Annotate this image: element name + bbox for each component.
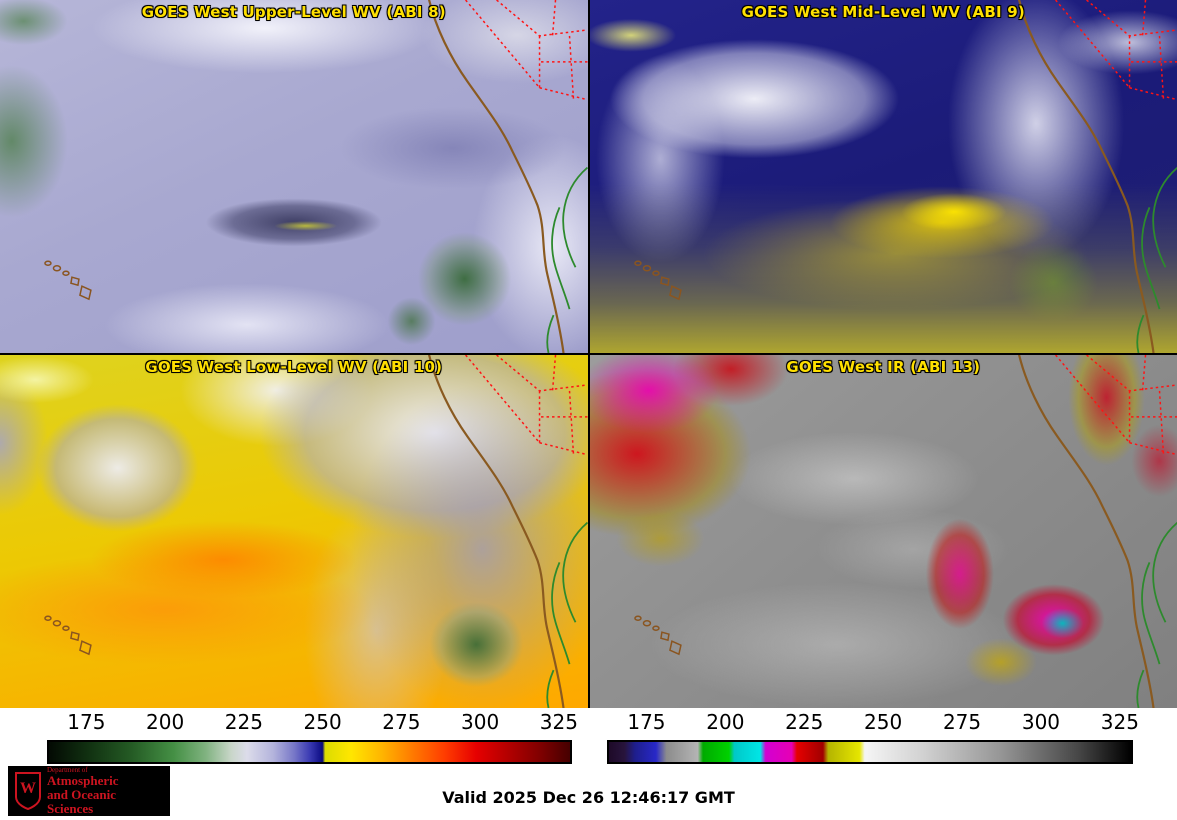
panel-title: GOES West Mid-Level WV (ABI 9) — [741, 3, 1025, 21]
tick-label: 200 — [146, 710, 185, 734]
panel-title: GOES West Low-Level WV (ABI 10) — [145, 358, 443, 376]
tick-label: 300 — [461, 710, 500, 734]
tick-label: 250 — [864, 710, 903, 734]
geo-overlay — [633, 0, 1177, 353]
colorbar-ir — [607, 740, 1133, 764]
tick-label: 225 — [224, 710, 263, 734]
tick-label: 300 — [1021, 710, 1061, 734]
logo-text: Department of Atmospheric and Oceanic Sc… — [47, 765, 164, 816]
dept-line1: Department of — [47, 765, 88, 774]
tick-label: 200 — [706, 710, 745, 734]
panel-title: GOES West Upper-Level WV (ABI 8) — [141, 3, 446, 21]
tick-label: 225 — [785, 710, 824, 734]
dept-line2: Atmospheric — [47, 773, 119, 789]
panel-mid-level-wv: GOES West Mid-Level WV (ABI 9) — [589, 0, 1177, 353]
tick-label: 325 — [539, 710, 578, 734]
panel-grid: GOES West Upper-Level WV (ABI 8) GOES We… — [0, 0, 1177, 708]
geo-overlay — [43, 355, 588, 708]
valid-time-label: Valid 2025 Dec 26 12:46:17 GMT — [442, 788, 735, 807]
colorbar-ticks-ir: 175 200 225 250 275 300 325 — [607, 707, 1139, 738]
dept-line3: and Oceanic Sciences — [47, 786, 116, 816]
colorbar-ticks-wv: 175 200 225 250 275 300 325 — [47, 707, 578, 738]
panel-title: GOES West IR (ABI 13) — [786, 358, 981, 376]
uw-crest-icon: W — [15, 772, 41, 811]
colorbar-wv — [47, 740, 572, 764]
crest-letter: W — [20, 780, 36, 797]
geo-overlay — [633, 355, 1177, 708]
tick-label: 250 — [303, 710, 342, 734]
panel-low-level-wv: GOES West Low-Level WV (ABI 10) — [0, 355, 588, 708]
panel-upper-level-wv: GOES West Upper-Level WV (ABI 8) — [0, 0, 588, 353]
geo-overlay — [43, 0, 588, 353]
tick-label: 175 — [627, 710, 666, 734]
tick-label: 275 — [942, 710, 982, 734]
panel-ir: GOES West IR (ABI 13) — [589, 355, 1177, 708]
uw-aos-logo: W Department of Atmospheric and Oceanic … — [8, 766, 170, 816]
tick-label: 275 — [382, 710, 421, 734]
tick-label: 325 — [1100, 710, 1139, 734]
tick-label: 175 — [67, 710, 106, 734]
